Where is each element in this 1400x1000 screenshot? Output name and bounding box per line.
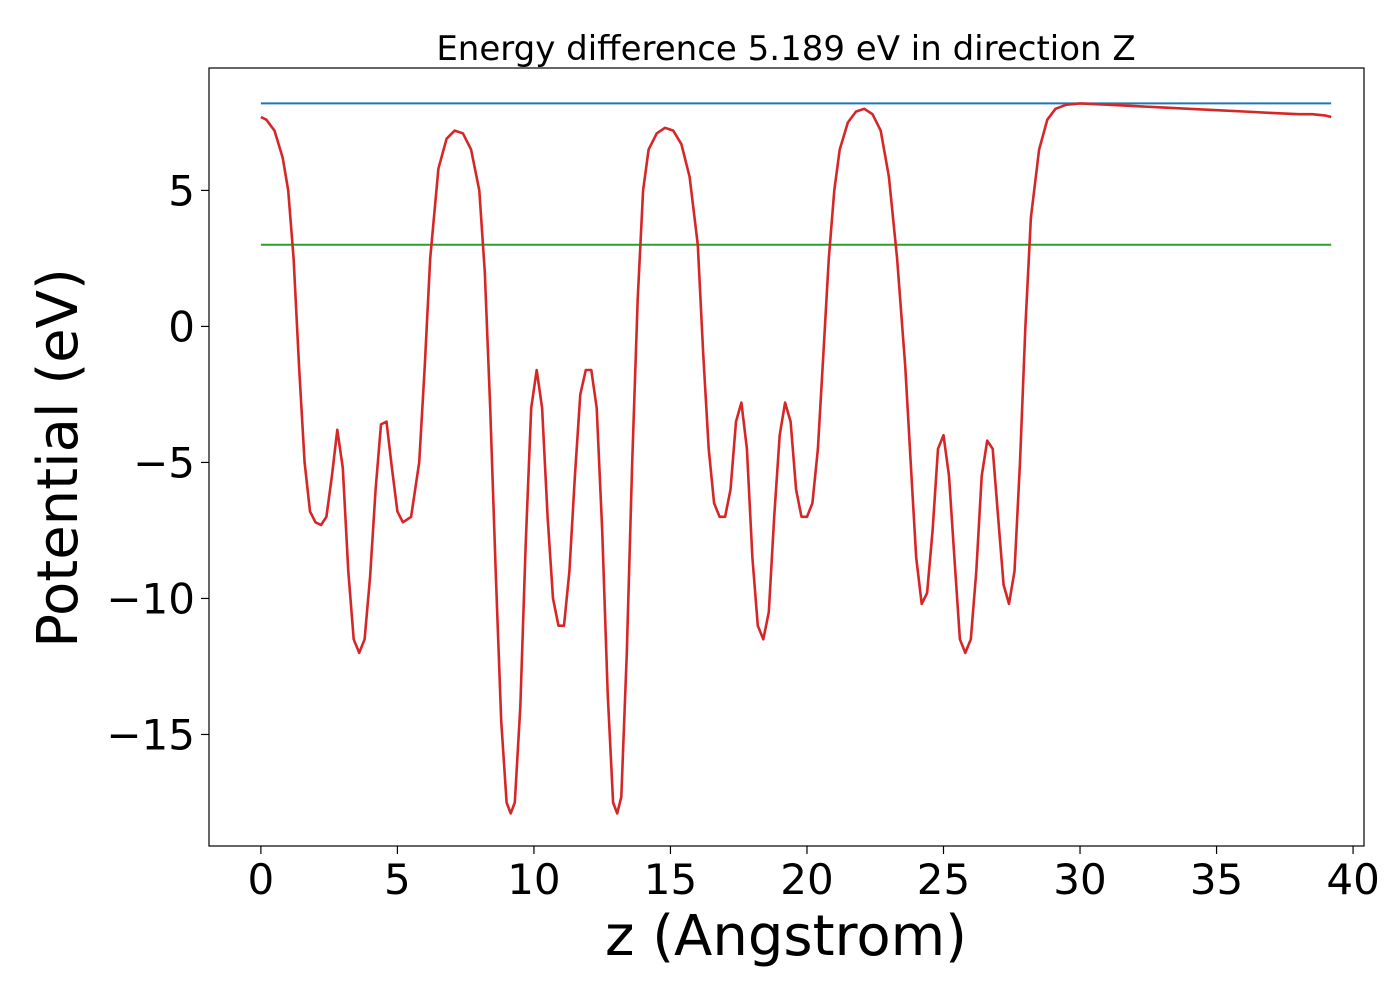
y-axis-title: Potential (eV) [26, 268, 91, 648]
x-tick-label: 15 [644, 855, 697, 904]
x-tick-label: 5 [384, 855, 411, 904]
y-tick-label: −15 [106, 710, 195, 759]
x-tick-label: 25 [917, 855, 970, 904]
x-tick-label: 40 [1326, 855, 1379, 904]
x-axis-title: z (Angstrom) [605, 904, 967, 969]
chart-title: Energy difference 5.189 eV in direction … [436, 29, 1135, 69]
y-tick-label: −10 [106, 574, 195, 623]
series-line-3 [260, 102, 1332, 815]
y-tick-label: −5 [133, 438, 195, 487]
x-tick-label: 35 [1190, 855, 1243, 904]
y-axis-ticks: 5 0 −5 −10 −15 [106, 166, 209, 759]
x-tick-label: 0 [248, 855, 275, 904]
x-tick-label: 20 [780, 855, 833, 904]
plot-frame [208, 67, 1365, 847]
series-lines [260, 102, 1332, 815]
x-tick-label: 30 [1053, 855, 1106, 904]
x-axis-ticks: 0 5 10 15 20 25 30 35 40 [248, 846, 1380, 904]
y-tick-label: 5 [168, 166, 195, 215]
x-tick-label: 10 [507, 855, 560, 904]
y-tick-label: 0 [168, 302, 195, 351]
